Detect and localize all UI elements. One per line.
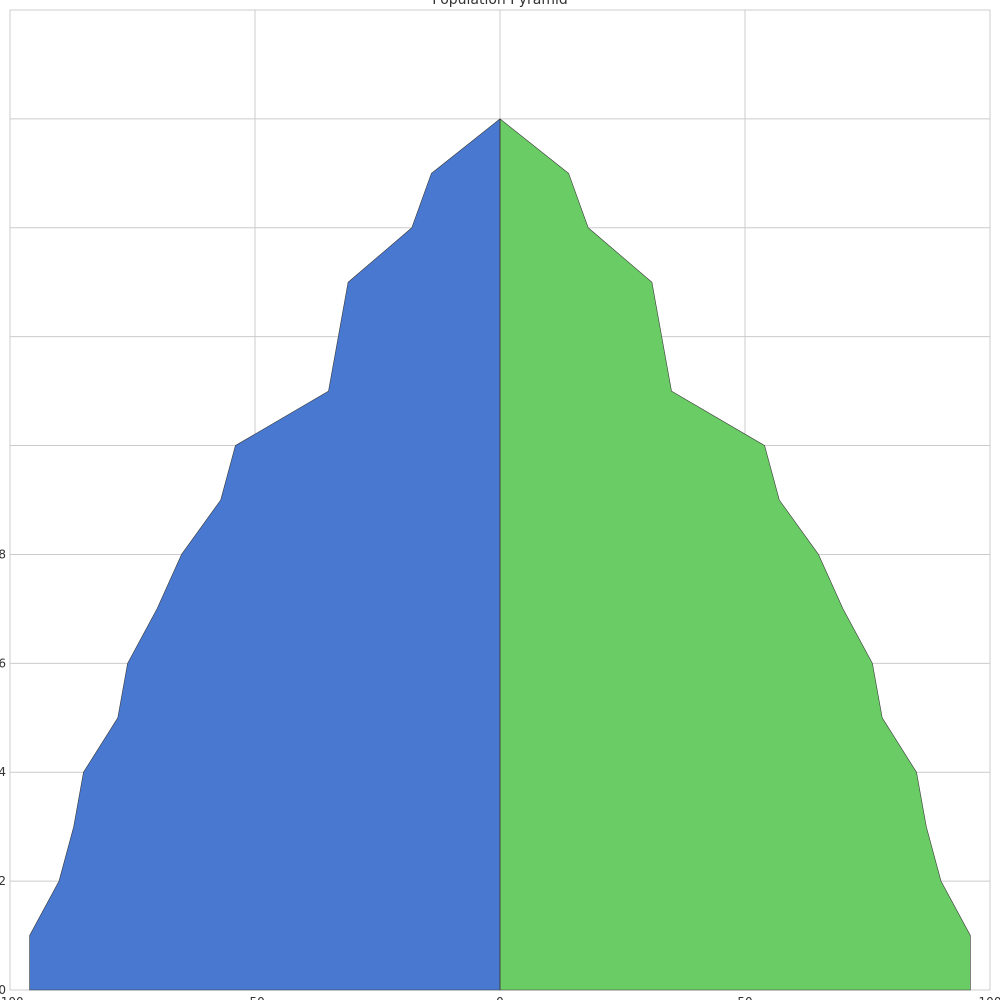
- y-tick-label: 4: [0, 765, 6, 779]
- left-series-area: [29, 118, 501, 991]
- x-tick-label: -50: [245, 995, 265, 1000]
- y-tick-label: 0: [0, 983, 6, 997]
- y-tick-label: 2: [0, 874, 6, 888]
- series-areas: [29, 118, 971, 991]
- chart-title: Population Pyramid: [432, 0, 567, 8]
- x-tick-label: 100: [979, 995, 1000, 1000]
- right-series-area: [499, 118, 971, 991]
- x-axis-ticks: -100 -50 0 50 100: [0, 995, 1000, 1000]
- x-tick-label: 50: [737, 995, 752, 1000]
- x-tick-label: -100: [0, 995, 24, 1000]
- y-tick-label: 6: [0, 656, 6, 670]
- y-tick-label: 8: [0, 547, 6, 561]
- y-axis-ticks: 0 2 4 6 8: [0, 547, 6, 997]
- x-tick-label: 0: [496, 995, 504, 1000]
